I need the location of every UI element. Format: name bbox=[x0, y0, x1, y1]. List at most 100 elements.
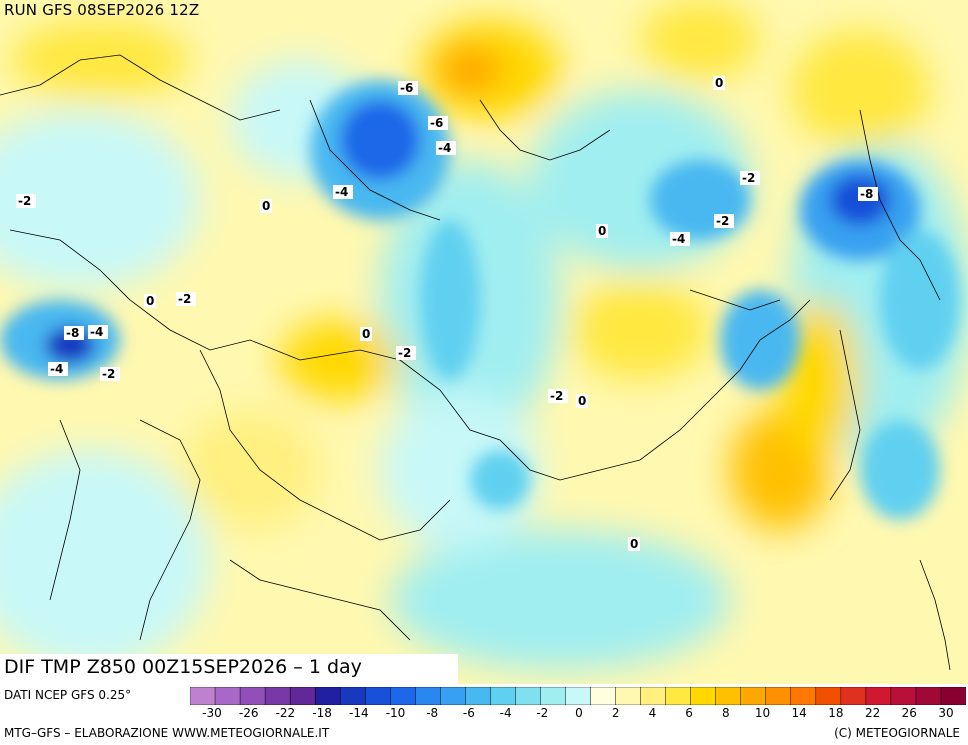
colorbar-swatch bbox=[790, 687, 817, 705]
contour-label: 0 bbox=[578, 394, 586, 408]
colorbar-swatch bbox=[940, 687, 966, 705]
colorbar-tick-label: 4 bbox=[648, 706, 657, 720]
contour-label-bg bbox=[713, 76, 725, 90]
contour-label-bg bbox=[176, 292, 196, 306]
credit-text: MTG–GFS – ELABORAZIONE WWW.METEOGIORNALE… bbox=[4, 726, 330, 740]
colorbar-swatch bbox=[339, 687, 366, 705]
colorbar-swatch bbox=[890, 687, 917, 705]
contour-label-bg bbox=[88, 325, 108, 339]
colorbar-swatch bbox=[640, 687, 667, 705]
contour-label-bg bbox=[260, 199, 272, 213]
map-title: DIF TMP Z850 00Z15SEP2026 – 1 day bbox=[4, 656, 362, 678]
contour-label-bg bbox=[714, 214, 734, 228]
contour-label: -2 bbox=[742, 171, 755, 185]
colorbar-tick-label: 30 bbox=[938, 706, 954, 720]
colorbar-swatch bbox=[239, 687, 266, 705]
contour-label-bg bbox=[48, 362, 68, 376]
contour-label-bg bbox=[436, 141, 456, 155]
contour-label: -4 bbox=[90, 325, 103, 339]
colorbar-swatch bbox=[415, 687, 442, 705]
colorbar-swatch bbox=[515, 687, 542, 705]
colorbar-swatch bbox=[465, 687, 492, 705]
colorbar-tick-label: -30 bbox=[202, 706, 222, 720]
colorbar-tick-label: -22 bbox=[275, 706, 296, 720]
contour-label-bg bbox=[628, 537, 640, 551]
contour-label-bg bbox=[360, 327, 372, 341]
contour-label-bg bbox=[858, 187, 878, 201]
colorbar-swatch bbox=[765, 687, 792, 705]
contour-label: -2 bbox=[398, 346, 411, 360]
colorbar-tick-label: 26 bbox=[901, 706, 917, 720]
colorbar-swatch bbox=[715, 687, 742, 705]
title-box bbox=[0, 654, 458, 684]
colorbar-swatch bbox=[190, 687, 216, 705]
contour-label: 0 bbox=[715, 76, 723, 90]
colorbar bbox=[190, 687, 966, 705]
colorbar-tick-label: 22 bbox=[864, 706, 881, 720]
colorbar-swatch bbox=[665, 687, 692, 705]
colorbar-tick-label: -10 bbox=[385, 706, 406, 720]
contour-label-bg bbox=[670, 232, 690, 246]
colorbar-swatch bbox=[840, 687, 867, 705]
colorbar-tick-label: -8 bbox=[426, 706, 439, 720]
colorbar-tick-label: -26 bbox=[238, 706, 259, 720]
colorbar-tick-label: 8 bbox=[721, 706, 730, 720]
colorbar-swatch bbox=[915, 687, 942, 705]
contour-label: 0 bbox=[262, 199, 270, 213]
colorbar-swatch bbox=[314, 687, 341, 705]
contour-label: -2 bbox=[178, 292, 191, 306]
contour-label: -6 bbox=[400, 81, 413, 95]
colorbar-tick-label: 0 bbox=[575, 706, 583, 720]
colorbar-tick-label: -6 bbox=[462, 706, 475, 720]
colorbar-swatch bbox=[565, 687, 592, 705]
contour-label: -2 bbox=[716, 214, 729, 228]
contour-label-bg bbox=[548, 389, 568, 403]
contour-label-bg bbox=[576, 394, 588, 408]
colorbar-swatch bbox=[264, 687, 291, 705]
colorbar-tick-label: 6 bbox=[685, 706, 693, 720]
colorbar-swatch bbox=[540, 687, 567, 705]
colorbar-swatch bbox=[289, 687, 316, 705]
contour-label-bg bbox=[396, 346, 416, 360]
contour-label: -4 bbox=[438, 141, 451, 155]
contour-label-bg bbox=[16, 194, 36, 208]
contour-label-bg bbox=[398, 81, 418, 95]
contour-label: -2 bbox=[550, 389, 563, 403]
colorbar-tick-label: 2 bbox=[611, 706, 620, 720]
contour-label: 0 bbox=[362, 327, 370, 341]
colorbar-tick-label: 18 bbox=[828, 706, 844, 720]
contour-label: -6 bbox=[430, 116, 443, 130]
contour-label-bg bbox=[596, 224, 608, 238]
colorbar-swatch bbox=[865, 687, 892, 705]
contour-label: -4 bbox=[672, 232, 685, 246]
colorbar-tick-label: 14 bbox=[791, 706, 807, 720]
contour-label-bg bbox=[100, 367, 120, 381]
contour-label: 0 bbox=[630, 537, 638, 551]
colorbar-swatch bbox=[214, 687, 241, 705]
contour-label: -2 bbox=[18, 194, 31, 208]
colorbar-tick-label: -4 bbox=[499, 706, 512, 720]
temperature-difference-map: -2 0 -4 -6 -8 0 -2 0 -2 -4 -6 0 -2 0 -2 0 -4 -2 0 -8 -4 -4 -2 bbox=[0, 0, 968, 684]
data-source: DATI NCEP GFS 0.25° bbox=[4, 688, 132, 702]
colorbar-swatch bbox=[590, 687, 617, 705]
colorbar-tick-label: -18 bbox=[312, 706, 332, 720]
contour-label-bg bbox=[64, 326, 84, 340]
contour-label: -4 bbox=[50, 362, 63, 376]
colorbar-swatch bbox=[815, 687, 842, 705]
contour-label: -2 bbox=[102, 367, 115, 381]
copyright-text: (C) METEOGIORNALE bbox=[834, 726, 960, 740]
colorbar-swatch bbox=[364, 687, 392, 705]
contour-label: -8 bbox=[66, 326, 79, 340]
contour-label: -8 bbox=[860, 187, 873, 201]
contour-label: 0 bbox=[146, 294, 154, 308]
colorbar-swatch bbox=[440, 687, 467, 705]
contour-label: -4 bbox=[335, 185, 348, 199]
colorbar-tick-label: 10 bbox=[754, 706, 771, 720]
colorbar-swatch bbox=[740, 687, 767, 705]
colorbar-swatch bbox=[490, 687, 517, 705]
colorbar-tick-label: -2 bbox=[536, 706, 549, 720]
contour-label-bg bbox=[740, 171, 760, 185]
colorbar-tick-label: -14 bbox=[348, 706, 369, 720]
contour-label-bg bbox=[333, 185, 353, 199]
run-header: RUN GFS 08SEP2026 12Z bbox=[4, 1, 200, 19]
